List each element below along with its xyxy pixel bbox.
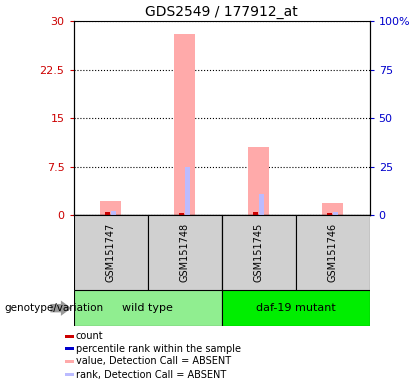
- Text: count: count: [76, 331, 104, 341]
- Bar: [259, 194, 264, 215]
- Text: GSM151745: GSM151745: [254, 223, 264, 282]
- Bar: [74, 290, 222, 326]
- Text: GSM151748: GSM151748: [179, 223, 189, 282]
- Text: value, Detection Call = ABSENT: value, Detection Call = ABSENT: [76, 356, 231, 366]
- Bar: [253, 212, 258, 215]
- Bar: [222, 215, 296, 290]
- Bar: [65, 335, 74, 338]
- Bar: [322, 204, 343, 215]
- Bar: [147, 215, 222, 290]
- Text: daf-19 mutant: daf-19 mutant: [256, 303, 336, 313]
- Bar: [74, 215, 147, 290]
- Bar: [327, 213, 332, 215]
- Bar: [174, 34, 195, 215]
- Text: percentile rank within the sample: percentile rank within the sample: [76, 344, 241, 354]
- Text: wild type: wild type: [122, 303, 173, 313]
- Bar: [65, 347, 74, 350]
- Bar: [111, 211, 116, 215]
- Text: GSM151747: GSM151747: [105, 223, 116, 282]
- Text: GSM151746: GSM151746: [328, 223, 338, 282]
- Text: rank, Detection Call = ABSENT: rank, Detection Call = ABSENT: [76, 370, 226, 380]
- Text: genotype/variation: genotype/variation: [4, 303, 103, 313]
- Bar: [179, 213, 184, 215]
- Title: GDS2549 / 177912_at: GDS2549 / 177912_at: [145, 5, 298, 19]
- Bar: [185, 167, 190, 215]
- Bar: [333, 212, 338, 215]
- Bar: [100, 201, 121, 215]
- Bar: [222, 290, 370, 326]
- Bar: [296, 215, 370, 290]
- Bar: [248, 147, 269, 215]
- Bar: [65, 373, 74, 376]
- Bar: [65, 360, 74, 363]
- Bar: [105, 212, 110, 215]
